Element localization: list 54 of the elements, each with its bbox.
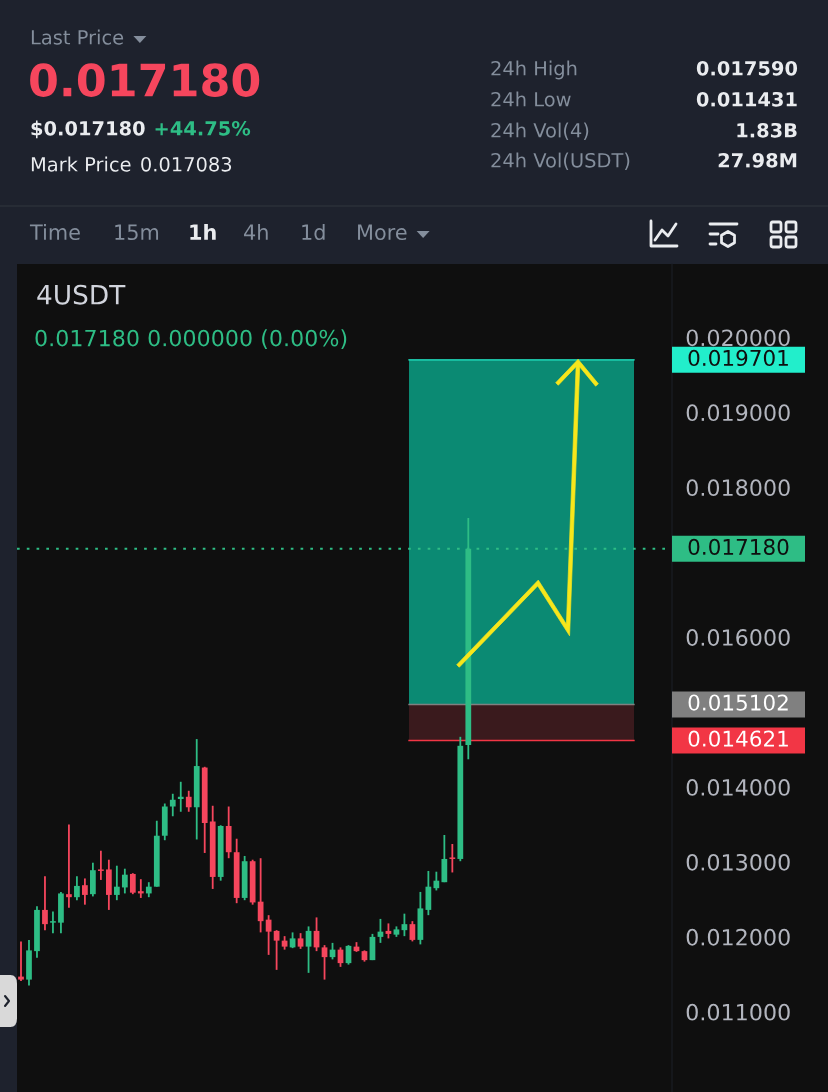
text: 1h [190, 223, 216, 240]
ref-line-label: 0.015102 [688, 694, 788, 711]
text: 1.83B [737, 122, 797, 138]
text: $0.017180 [31, 120, 145, 139]
candlestick [74, 875, 80, 902]
y-tick-label: 0.013000 [686, 853, 790, 871]
text: 4h [244, 223, 268, 240]
candlestick [449, 843, 456, 874]
text: 0.017180 [30, 63, 260, 97]
candlestick [66, 823, 72, 909]
text: More [358, 224, 407, 241]
text: +44.75% [155, 120, 251, 136]
candlestick [433, 870, 440, 892]
text: 0.017590 [696, 60, 798, 76]
ref-line-label: 0.014621 [688, 730, 788, 747]
y-tick-label: 0.014000 [686, 778, 790, 796]
text: Time [29, 223, 80, 241]
candlestick [121, 867, 128, 895]
candlestick [137, 878, 144, 899]
candlestick [42, 875, 48, 932]
text: Mark Price [31, 156, 131, 172]
candlestick [98, 849, 104, 881]
ref-line-label: 0.017180 [688, 538, 789, 555]
candlestick [425, 870, 432, 917]
text: 4USDT [37, 284, 126, 305]
candlestick [90, 861, 96, 898]
text: 24h Vol(USDT) [491, 152, 630, 170]
candlestick [257, 857, 264, 934]
candlestick [177, 780, 184, 813]
candlestick [441, 834, 448, 884]
text: 1d [302, 223, 325, 241]
y-tick-label: 0.018000 [686, 479, 790, 497]
candlestick [129, 872, 136, 896]
candlestick [113, 864, 120, 902]
text: 0.011431 [696, 91, 797, 107]
y-tick-label: 0.019000 [686, 404, 790, 422]
candlestick [185, 789, 192, 813]
candlestick [18, 940, 24, 983]
text: 0.017180 0.000000 (0.00%) [35, 329, 347, 350]
text: Last Price [31, 29, 124, 45]
candlestick [169, 792, 176, 818]
y-tick-label: 0.011000 [686, 1003, 790, 1021]
text: 0.017083 [141, 156, 232, 172]
ref-line-label: 0.019701 [688, 349, 788, 367]
text: 27.98M [718, 152, 797, 168]
text: 24h Low [491, 91, 571, 107]
candlestick [82, 877, 88, 906]
text: 15m [115, 224, 159, 241]
text: 24h High [491, 60, 577, 80]
text: 24h Vol(4) [491, 122, 589, 140]
y-tick-label: 0.012000 [686, 928, 790, 946]
candlestick [50, 910, 56, 935]
y-tick-label: 0.020000 [686, 329, 790, 347]
y-tick-label: 0.016000 [686, 629, 790, 646]
